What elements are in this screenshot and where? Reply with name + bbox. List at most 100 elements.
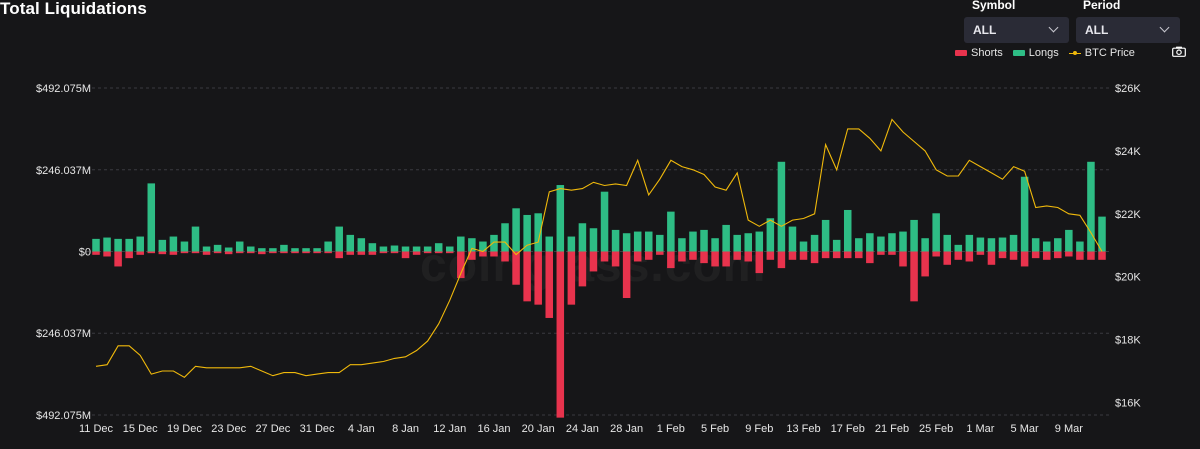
short-bar: [103, 251, 111, 257]
long-bar: [667, 211, 675, 252]
y-left-tick-label: $492.075M: [36, 83, 91, 95]
long-bar: [213, 244, 222, 252]
long-bar: [1065, 229, 1073, 252]
short-bar: [1076, 251, 1084, 260]
long-bar: [434, 243, 443, 252]
long-bar: [125, 238, 133, 252]
short-bar: [335, 251, 343, 259]
short-bar: [213, 251, 222, 254]
y-right-tick-label: $26K: [1115, 83, 1141, 95]
long-bar: [678, 238, 686, 252]
long-bar: [258, 248, 266, 252]
long-bar: [899, 231, 907, 252]
long-bar: [1087, 161, 1095, 252]
long-bar: [423, 246, 432, 252]
long-bar: [147, 183, 156, 252]
long-bar: [235, 241, 244, 252]
long-bar: [799, 241, 808, 252]
short-bar: [479, 251, 487, 257]
short-bar: [468, 251, 476, 260]
short-bar: [722, 251, 730, 267]
short-bar: [534, 251, 542, 305]
long-bar: [335, 226, 343, 252]
short-bar: [1031, 251, 1040, 259]
long-bar: [445, 246, 454, 252]
long-bar: [965, 234, 974, 252]
short-bar: [1009, 251, 1018, 260]
short-bar: [147, 251, 156, 254]
legend-shorts[interactable]: Shorts: [955, 47, 1003, 59]
long-bar: [1076, 241, 1084, 252]
short-bar: [899, 251, 907, 267]
long-bar: [92, 238, 100, 252]
short-bar: [866, 251, 874, 264]
short-bar: [423, 251, 432, 254]
long-bar: [998, 237, 1007, 252]
x-tick-label: 4 Jan: [348, 423, 375, 435]
period-select-value: ALL: [1085, 23, 1109, 37]
x-tick-label: 21 Feb: [875, 423, 909, 435]
short-bar: [589, 251, 598, 272]
legend-longs[interactable]: Longs: [1012, 47, 1059, 59]
x-tick-label: 12 Jan: [433, 423, 466, 435]
long-bar: [313, 248, 321, 252]
shorts-swatch: [955, 50, 967, 56]
long-bar: [711, 238, 719, 252]
long-bar: [169, 236, 178, 252]
symbol-label: Symbol: [972, 0, 1016, 12]
long-bar: [158, 239, 167, 252]
short-bar: [998, 251, 1007, 259]
long-bar: [733, 234, 741, 252]
long-bar: [932, 213, 940, 252]
x-tick-label: 16 Jan: [477, 423, 510, 435]
symbol-select-value: ALL: [973, 23, 997, 37]
btc-price-swatch: [1068, 49, 1081, 57]
short-bar: [766, 251, 775, 260]
long-bar: [810, 234, 819, 252]
short-bar: [976, 251, 985, 255]
long-bar: [633, 231, 642, 252]
x-tick-label: 15 Dec: [123, 423, 158, 435]
long-bar: [777, 161, 786, 252]
x-tick-label: 19 Dec: [167, 423, 202, 435]
long-bar: [479, 241, 487, 252]
short-bar: [169, 251, 178, 255]
short-bar: [390, 251, 399, 254]
y-right-tick-label: $18K: [1115, 335, 1141, 347]
period-select[interactable]: ALL: [1076, 17, 1180, 43]
short-bar: [954, 251, 963, 260]
long-bar: [600, 191, 609, 252]
short-bar: [269, 251, 277, 254]
symbol-select[interactable]: ALL: [964, 17, 1069, 43]
short-bar: [357, 251, 366, 255]
long-bar: [291, 248, 299, 252]
long-bar: [766, 218, 775, 252]
short-bar: [888, 251, 896, 255]
long-bar: [921, 238, 929, 252]
short-bar: [114, 251, 122, 267]
y-right-tick-label: $20K: [1115, 272, 1141, 284]
x-tick-label: 31 Dec: [300, 423, 335, 435]
btc-price-line: [95, 118, 1103, 378]
long-bar: [888, 233, 896, 252]
long-bar: [202, 246, 211, 252]
short-bar: [943, 251, 951, 265]
short-bar: [490, 251, 498, 257]
longs-swatch: [1012, 50, 1025, 56]
short-bar: [843, 251, 852, 259]
short-bar: [545, 251, 554, 318]
short-bar: [788, 251, 797, 260]
short-bar: [224, 251, 233, 255]
long-bar: [1031, 238, 1040, 252]
camera-icon[interactable]: [1172, 46, 1186, 57]
short-bar: [313, 251, 321, 254]
long-bar: [412, 246, 421, 252]
long-bar: [943, 234, 951, 252]
long-bar: [512, 208, 520, 252]
x-tick-label: 28 Jan: [610, 423, 643, 435]
long-bar: [114, 238, 122, 252]
short-bar: [379, 251, 388, 254]
x-tick-label: 1 Feb: [657, 423, 685, 435]
legend-btc-price[interactable]: BTC Price: [1068, 47, 1135, 59]
long-bar: [1098, 216, 1106, 252]
